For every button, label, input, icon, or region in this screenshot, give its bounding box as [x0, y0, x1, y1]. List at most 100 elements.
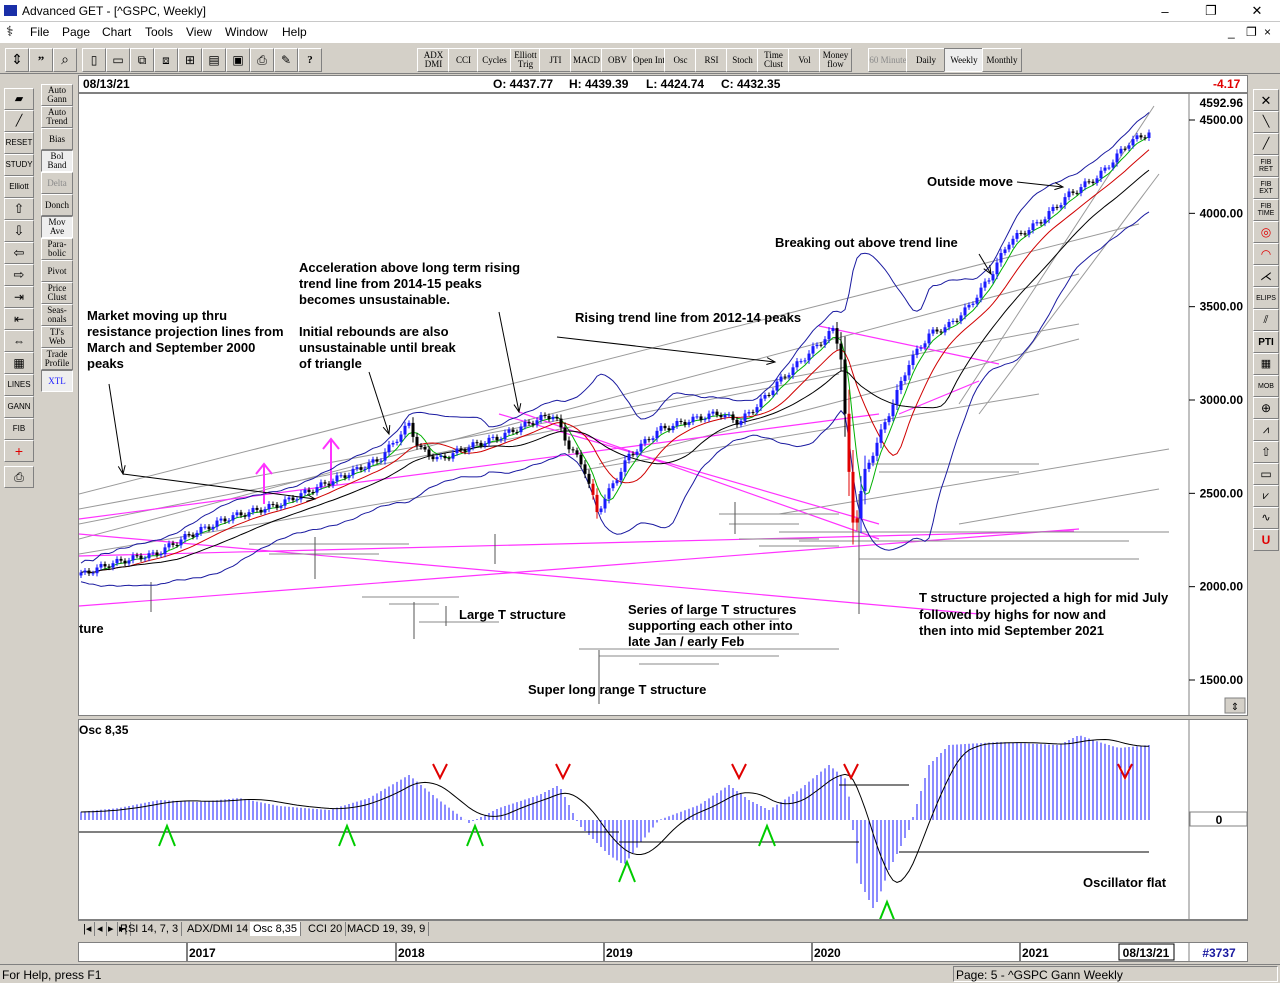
mov-ave-button[interactable]: Mov Ave [41, 216, 73, 238]
line-tool-icon[interactable]: ╱ [4, 110, 34, 132]
child-restore-button[interactable]: ❐ [1246, 25, 1257, 39]
toolbar-adx[interactable]: ADX DMI [417, 48, 450, 72]
box-tool-icon[interactable]: ▭ [1253, 463, 1279, 485]
minimize-button[interactable]: – [1161, 3, 1169, 19]
line-draw2-icon[interactable]: ╱ [1253, 133, 1279, 155]
tab-rsi[interactable]: RSI 14, 7, 3 [117, 922, 183, 936]
auto-gann-button[interactable]: Auto Gann [41, 84, 73, 106]
toolbar-obv[interactable]: OBV [601, 48, 634, 72]
toolbar-time-clust[interactable]: Time Clust [757, 48, 790, 72]
arrow-down-icon[interactable]: ⇩ [4, 220, 34, 242]
zigzag-icon[interactable]: ⩘ [1253, 419, 1279, 441]
help-icon[interactable]: ? [298, 48, 322, 72]
pointer-icon[interactable]: ⇕ [5, 48, 29, 72]
tab-scroll-prev[interactable]: ◂ [94, 922, 107, 936]
grid-tool-icon[interactable]: ▦ [1253, 353, 1279, 375]
window-icon[interactable]: ▤ [202, 48, 226, 72]
arrow-up-icon[interactable]: ⇧ [4, 198, 34, 220]
copy-icon[interactable]: ⧉ [130, 48, 154, 72]
reset-button[interactable]: RESET [4, 132, 34, 154]
toolbar-cycles[interactable]: Cycles [477, 48, 512, 72]
open-icon[interactable]: ▭ [106, 48, 130, 72]
toolbar-macd[interactable]: MACD [570, 48, 603, 72]
fib-ext-button[interactable]: FIB EXT [1253, 177, 1279, 199]
menu-tools[interactable]: Tools [145, 25, 174, 39]
tab-osc[interactable]: Osc 8,35 [250, 922, 302, 936]
elliott-button[interactable]: Elliott [4, 176, 34, 198]
donch-button[interactable]: Donch [41, 194, 73, 216]
channel-icon[interactable]: ⫽ [1253, 309, 1279, 331]
settings-icon[interactable]: ✎ [274, 48, 298, 72]
price-chart-panel[interactable]: 4592.96 4500.00 4000.00 3500.00 3000.00 2500… [78, 93, 1248, 716]
elips-button[interactable]: ELIPS [1253, 287, 1279, 309]
magnify-icon[interactable]: ⌕ [53, 48, 77, 72]
pivot-button[interactable]: Pivot [41, 260, 73, 282]
delta-button[interactable]: Delta [41, 172, 73, 194]
xtl-button[interactable]: XTL [41, 370, 73, 392]
toolbar-open-int[interactable]: Open Int [632, 48, 666, 72]
fib-button[interactable]: FIB [4, 418, 34, 440]
restore-button[interactable]: ❐ [1205, 3, 1217, 18]
tab-scroll-last[interactable]: ▸| [116, 922, 132, 936]
crosshair-icon[interactable]: + [4, 440, 34, 462]
tab-adx[interactable]: ADX/DMI 14 [184, 922, 253, 936]
menu-view[interactable]: View [186, 25, 212, 39]
study-button[interactable]: STUDY [4, 154, 34, 176]
fib-circle-icon[interactable]: ◎ [1253, 221, 1279, 243]
close-panel-icon[interactable]: ✕ [1253, 89, 1279, 111]
menu-chart[interactable]: Chart [102, 25, 132, 39]
menu-help[interactable]: Help [282, 25, 307, 39]
tab-cci[interactable]: CCI 20 [305, 922, 347, 936]
print-chart-icon[interactable]: ⎙ [4, 466, 34, 488]
menu-window[interactable]: Window [225, 25, 268, 39]
tab-scroll-next[interactable]: ▸ [105, 922, 118, 936]
fib-arc-icon[interactable]: ◠ [1253, 243, 1279, 265]
bias-button[interactable]: Bias [41, 128, 73, 150]
oscillator-panel[interactable]: Osc 8,35 0 Oscillator flat [78, 719, 1248, 920]
tab-macd[interactable]: MACD 19, 39, 9 [344, 922, 430, 936]
arrow-up-tool-icon[interactable]: ⇧ [1253, 441, 1279, 463]
layout-icon[interactable]: ⊞ [178, 48, 202, 72]
tjs-web-button[interactable]: TJ's Web [41, 326, 73, 348]
gann-button[interactable]: GANN [4, 396, 34, 418]
menu-file[interactable]: File [30, 25, 50, 39]
timeframe-60-minute[interactable]: 60 Minute [868, 48, 908, 72]
target-icon[interactable]: ⊕ [1253, 397, 1279, 419]
timeframe-weekly[interactable]: Weekly [944, 48, 984, 72]
arrow-right-icon[interactable]: ⇨ [4, 264, 34, 286]
bol-band-button[interactable]: Bol Band [41, 150, 73, 172]
new-page-icon[interactable]: ▯ [82, 48, 106, 72]
print-icon[interactable]: ⎙ [250, 48, 274, 72]
child-minimize-button[interactable]: _ [1228, 25, 1235, 39]
wave-icon[interactable]: ∿ [1253, 507, 1279, 529]
toolbar-elliott-trig[interactable]: Elliott Trig [510, 48, 541, 72]
zigzag2-icon[interactable]: ⩗ [1253, 485, 1279, 507]
toolbar-osc[interactable]: Osc [664, 48, 697, 72]
doc-icon[interactable]: ⚕ [6, 23, 14, 39]
fit-icon[interactable]: ⇔ [4, 330, 34, 352]
pti-button[interactable]: PTI [1253, 331, 1279, 353]
zoom-corner-button[interactable] [1224, 697, 1246, 714]
parabolic-button[interactable]: Para-bolic [41, 238, 73, 260]
toolbar-vol[interactable]: Vol [788, 48, 821, 72]
toolbar-stoch[interactable]: Stoch [726, 48, 759, 72]
trade-profile-button[interactable]: Trade Profile [41, 348, 73, 370]
toolbar-rsi[interactable]: RSI [695, 48, 728, 72]
tab-scroll-first[interactable]: |◂ [80, 922, 96, 936]
u-tool-icon[interactable]: U [1253, 529, 1279, 551]
lines-button[interactable]: LINES [4, 374, 34, 396]
timeframe-monthly[interactable]: Monthly [982, 48, 1022, 72]
quote-icon[interactable]: ” [29, 48, 53, 72]
price-clust-button[interactable]: Price Clust [41, 282, 73, 304]
toolbar-cci[interactable]: CCI [448, 48, 479, 72]
fib-time-button[interactable]: FIB TIME [1253, 199, 1279, 221]
line-draw-icon[interactable]: ╲ [1253, 111, 1279, 133]
arrow-left-icon[interactable]: ⇦ [4, 242, 34, 264]
toolbar-money-flow[interactable]: Money flow [819, 48, 852, 72]
expand-icon[interactable]: ⇤ [4, 308, 34, 330]
auto-trend-button[interactable]: Auto Trend [41, 106, 73, 128]
timeframe-daily[interactable]: Daily [906, 48, 946, 72]
compress-icon[interactable]: ⇥ [4, 286, 34, 308]
seasonals-button[interactable]: Seas-onals [41, 304, 73, 326]
mob-button[interactable]: MOB [1253, 375, 1279, 397]
